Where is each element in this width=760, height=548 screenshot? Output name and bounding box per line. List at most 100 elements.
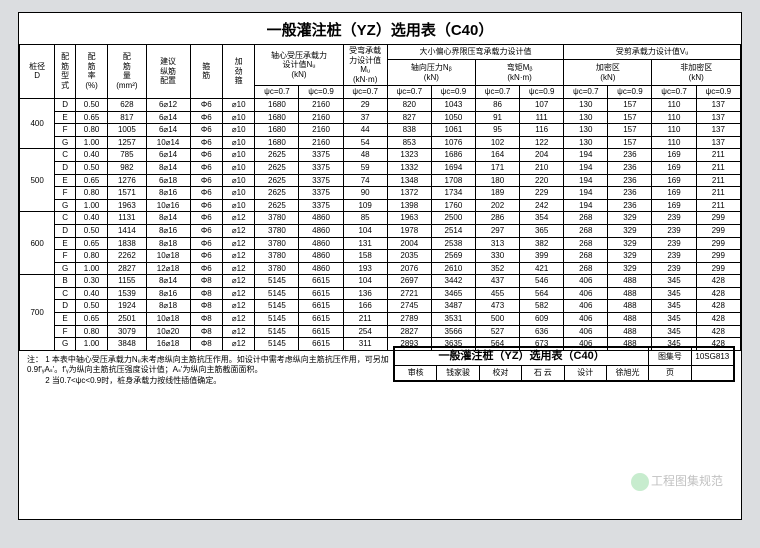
cell: 3442 bbox=[431, 275, 475, 288]
cell: 204 bbox=[520, 149, 564, 162]
cell: 166 bbox=[343, 300, 387, 313]
cell: 1734 bbox=[431, 187, 475, 200]
table-row: D0.5014148⌀16Φ6⌀123780486010419782514297… bbox=[20, 224, 741, 237]
table-row: F0.80226210⌀18Φ6⌀12378048601582035256933… bbox=[20, 250, 741, 263]
cell: 2160 bbox=[299, 98, 343, 111]
cell: 428 bbox=[696, 325, 740, 338]
cell: 1.00 bbox=[75, 136, 107, 149]
cell: 1398 bbox=[387, 199, 431, 212]
cell: 8⌀18 bbox=[146, 237, 190, 250]
cell: 299 bbox=[696, 212, 740, 225]
cell: 6615 bbox=[299, 338, 343, 351]
cell: 110 bbox=[652, 136, 696, 149]
cell: 2514 bbox=[431, 224, 475, 237]
cell: Φ6 bbox=[190, 212, 222, 225]
cell: 330 bbox=[475, 250, 519, 263]
cell: 239 bbox=[652, 224, 696, 237]
cell: 455 bbox=[475, 287, 519, 300]
cell: 6⌀14 bbox=[146, 124, 190, 137]
cell: 8⌀18 bbox=[146, 300, 190, 313]
cell: 2827 bbox=[387, 325, 431, 338]
cell: 817 bbox=[108, 111, 146, 124]
col-header: ψc=0.9 bbox=[696, 86, 740, 99]
cell: 110 bbox=[652, 98, 696, 111]
cell: 2262 bbox=[108, 250, 146, 263]
cell: 2625 bbox=[255, 187, 299, 200]
table-row: G1.00282712⌀18Φ6⌀12378048601932076261035… bbox=[20, 262, 741, 275]
col-header: ψc=0.7 bbox=[387, 86, 431, 99]
col-header: 受剪承载力设计值Vᵤ bbox=[564, 45, 741, 60]
cell: 311 bbox=[343, 338, 387, 351]
col-header: 箍筋 bbox=[190, 45, 222, 99]
cell: 354 bbox=[520, 212, 564, 225]
cell: 59 bbox=[343, 161, 387, 174]
cell: 5145 bbox=[255, 313, 299, 326]
cell: 157 bbox=[608, 111, 652, 124]
cell: 180 bbox=[475, 174, 519, 187]
cell: ⌀10 bbox=[222, 111, 254, 124]
cell: 2745 bbox=[387, 300, 431, 313]
cell: 2721 bbox=[387, 287, 431, 300]
cell: 1963 bbox=[108, 199, 146, 212]
cell: 1.00 bbox=[75, 338, 107, 351]
cell: 0.50 bbox=[75, 300, 107, 313]
cell: 982 bbox=[108, 161, 146, 174]
cell: ⌀12 bbox=[222, 338, 254, 351]
note-2: 2 当0.7<ψc<0.9时，桩身承载力按线性插值确定。 bbox=[45, 376, 221, 385]
footer-notes: 注： 1 本表中轴心受压承载力Nᵤ未考虑纵向主筋抗压作用。如设计中需考虑纵向主筋… bbox=[19, 351, 741, 388]
cell: 2625 bbox=[255, 149, 299, 162]
cell: 329 bbox=[608, 262, 652, 275]
page-title: 一般灌注桩（YZ）选用表（C40） bbox=[19, 13, 741, 44]
cell: ⌀10 bbox=[222, 98, 254, 111]
table-row: E0.658176⌀14Φ6⌀1016802160378271050911111… bbox=[20, 111, 741, 124]
cell: 820 bbox=[387, 98, 431, 111]
cell: 365 bbox=[520, 224, 564, 237]
col-header: 建议纵筋配置 bbox=[146, 45, 190, 99]
cell: 1050 bbox=[431, 111, 475, 124]
cell: 0.40 bbox=[75, 149, 107, 162]
cell: 1708 bbox=[431, 174, 475, 187]
cell: 488 bbox=[608, 313, 652, 326]
cell: 853 bbox=[387, 136, 431, 149]
cell: 1043 bbox=[431, 98, 475, 111]
cell: 4860 bbox=[299, 212, 343, 225]
cell: 1348 bbox=[387, 174, 431, 187]
cell: E bbox=[55, 111, 76, 124]
cell: 3375 bbox=[299, 149, 343, 162]
cell: 194 bbox=[564, 149, 608, 162]
cell: 2625 bbox=[255, 174, 299, 187]
cell: 109 bbox=[343, 199, 387, 212]
cell: 0.50 bbox=[75, 161, 107, 174]
cell: D bbox=[55, 98, 76, 111]
cell: 12⌀18 bbox=[146, 262, 190, 275]
cell: 169 bbox=[652, 149, 696, 162]
cell: 171 bbox=[475, 161, 519, 174]
cell: 1680 bbox=[255, 111, 299, 124]
table-row: 600C0.4011318⌀14Φ6⌀123780486085196325002… bbox=[20, 212, 741, 225]
cell: 3780 bbox=[255, 262, 299, 275]
cell: 5145 bbox=[255, 275, 299, 288]
cell: 211 bbox=[696, 161, 740, 174]
cell: 239 bbox=[652, 262, 696, 275]
cell: ⌀12 bbox=[222, 313, 254, 326]
cell: 6⌀12 bbox=[146, 98, 190, 111]
proof-label: 校对 bbox=[479, 366, 521, 381]
cell: 2625 bbox=[255, 199, 299, 212]
page-value bbox=[691, 366, 733, 381]
cell: 500 bbox=[475, 313, 519, 326]
cell: 54 bbox=[343, 136, 387, 149]
cell: ⌀10 bbox=[222, 136, 254, 149]
check-value: 钱家骏 bbox=[437, 366, 479, 381]
cell: 130 bbox=[564, 124, 608, 137]
cell: 102 bbox=[475, 136, 519, 149]
cell: 3780 bbox=[255, 237, 299, 250]
cell: 1760 bbox=[431, 199, 475, 212]
cell: ⌀12 bbox=[222, 275, 254, 288]
cell: 0.50 bbox=[75, 224, 107, 237]
cell: 1963 bbox=[387, 212, 431, 225]
col-header: 配筋率(%) bbox=[75, 45, 107, 99]
cell: 116 bbox=[520, 124, 564, 137]
cell: 211 bbox=[343, 313, 387, 326]
col-header: ψc=0.7 bbox=[475, 86, 519, 99]
table-row: F0.8015718⌀16Φ6⌀102625337590137217341892… bbox=[20, 187, 741, 200]
